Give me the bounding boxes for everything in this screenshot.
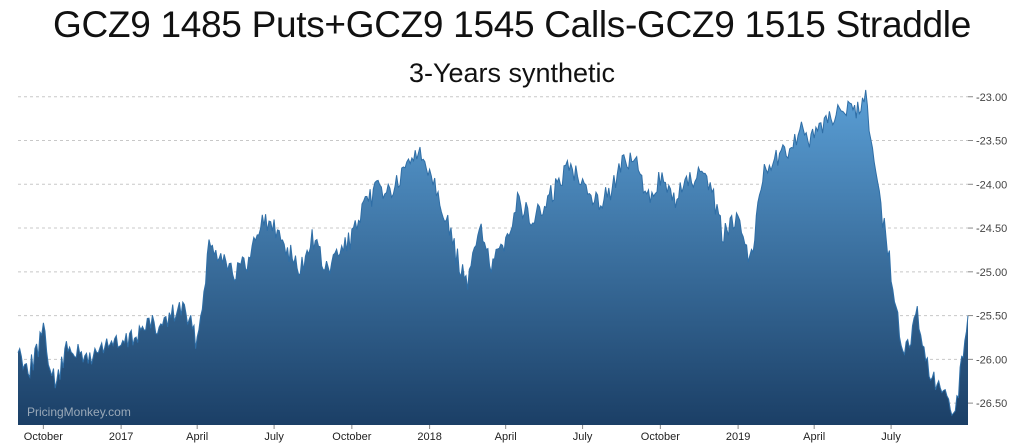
x-tick-label: April: [803, 431, 825, 443]
chart-subtitle: 3-Years synthetic: [408, 58, 616, 88]
x-tick-label: October: [641, 431, 680, 443]
x-tick-label: October: [24, 431, 63, 443]
y-tick-label: -24.50: [976, 223, 1007, 235]
y-tick-label: -23.00: [976, 92, 1007, 104]
y-tick-label: -25.00: [976, 267, 1007, 279]
x-tick-label: April: [186, 431, 208, 443]
x-tick-label: July: [573, 431, 593, 443]
y-tick-label: -26.00: [976, 354, 1007, 366]
x-tick-label: 2018: [417, 431, 441, 443]
x-tick-label: October: [332, 431, 371, 443]
y-tick-label: -26.50: [976, 398, 1007, 410]
watermark: PricingMonkey.com: [27, 405, 131, 419]
chart-title: GCZ9 1485 Puts+GCZ9 1545 Calls-GCZ9 1515…: [53, 4, 971, 45]
x-axis: October 2017 April July October 2018 April July…: [24, 425, 901, 443]
x-tick-label: July: [264, 431, 284, 443]
y-axis: -23.00 -23.50 -24.00 -24.50 -25.00 -25.50 -26.…: [968, 92, 1007, 410]
x-tick-label: 2019: [726, 431, 750, 443]
series-line: [17, 89, 969, 417]
x-tick-label: April: [495, 431, 517, 443]
x-tick-label: July: [881, 431, 901, 443]
series-area: [18, 89, 968, 426]
y-tick-label: -25.50: [976, 311, 1007, 323]
y-tick-label: -24.00: [976, 179, 1007, 191]
y-tick-label: -23.50: [976, 136, 1007, 148]
x-tick-label: 2017: [109, 431, 133, 443]
